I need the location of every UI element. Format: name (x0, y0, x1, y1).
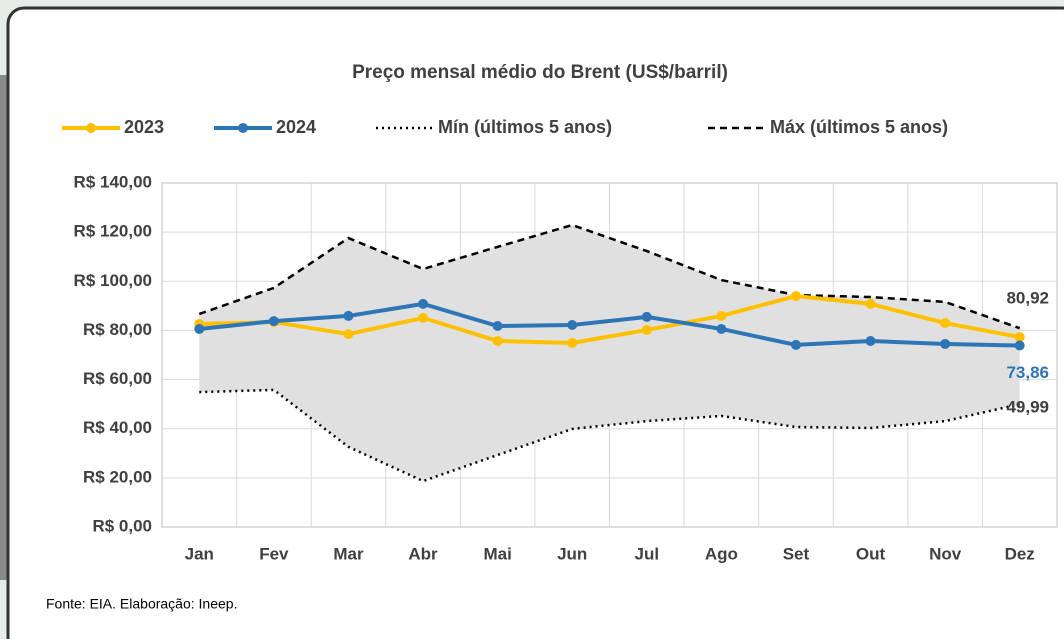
point (418, 312, 429, 323)
point (268, 316, 279, 327)
x-tick-label: Abr (408, 544, 438, 563)
point (940, 338, 951, 349)
x-tick-label: Nov (929, 544, 962, 563)
legend-label: Máx (últimos 5 anos) (770, 117, 948, 137)
point (194, 323, 205, 334)
x-tick-label: Mai (483, 544, 511, 563)
chart-title: Preço mensal médio do Brent (US$/barril) (352, 62, 728, 83)
x-tick-label: Jan (185, 544, 214, 563)
series-line (199, 301, 1020, 348)
annotation: Fonte: EIA. Elaboração: Ineep. (46, 596, 237, 612)
y-tick-label: R$ 100,00 (74, 271, 152, 290)
point (418, 298, 429, 309)
series-line (199, 388, 1020, 483)
value-label: 73,86 (1006, 363, 1049, 382)
point (343, 310, 354, 321)
legend-marker (86, 123, 96, 133)
point (716, 323, 727, 334)
x-tick-label: Dez (1005, 544, 1035, 563)
point (716, 310, 727, 321)
point (567, 337, 578, 348)
y-tick-label: R$ 20,00 (83, 467, 152, 486)
y-tick-label: R$ 40,00 (83, 418, 152, 437)
point (567, 320, 578, 331)
plot-border (161, 182, 1058, 528)
x-tick-label: Jul (635, 544, 660, 563)
series-line (198, 223, 1021, 330)
range-band (199, 225, 1020, 482)
point (1014, 340, 1025, 351)
legend-label: Mín (últimos 5 anos) (438, 117, 612, 137)
point (865, 335, 876, 346)
y-tick-label: R$ 140,00 (74, 172, 152, 191)
point (343, 329, 354, 340)
point (492, 321, 503, 332)
point (940, 318, 951, 329)
x-tick-label: Mar (333, 544, 364, 563)
point (865, 298, 876, 309)
point (790, 291, 801, 302)
point (641, 324, 652, 335)
x-tick-label: Fev (259, 544, 289, 563)
x-tick-label: Jun (557, 544, 587, 563)
value-label: 80,92 (1006, 289, 1049, 308)
legend-label: 2024 (276, 117, 316, 137)
point (492, 335, 503, 346)
point (1014, 332, 1025, 343)
x-tick-label: Set (783, 544, 810, 563)
legend-label: 2023 (124, 117, 164, 137)
x-tick-label: Out (856, 544, 886, 563)
value-label: 49,99 (1006, 398, 1049, 417)
legend-marker (238, 123, 248, 133)
point (641, 311, 652, 322)
y-tick-label: R$ 0,00 (92, 516, 152, 535)
y-tick-label: R$ 80,00 (83, 320, 152, 339)
x-tick-label: Ago (705, 544, 738, 563)
series-line (199, 294, 1021, 345)
y-tick-label: R$ 120,00 (74, 222, 152, 241)
y-tick-label: R$ 60,00 (83, 369, 152, 388)
point (790, 339, 801, 350)
